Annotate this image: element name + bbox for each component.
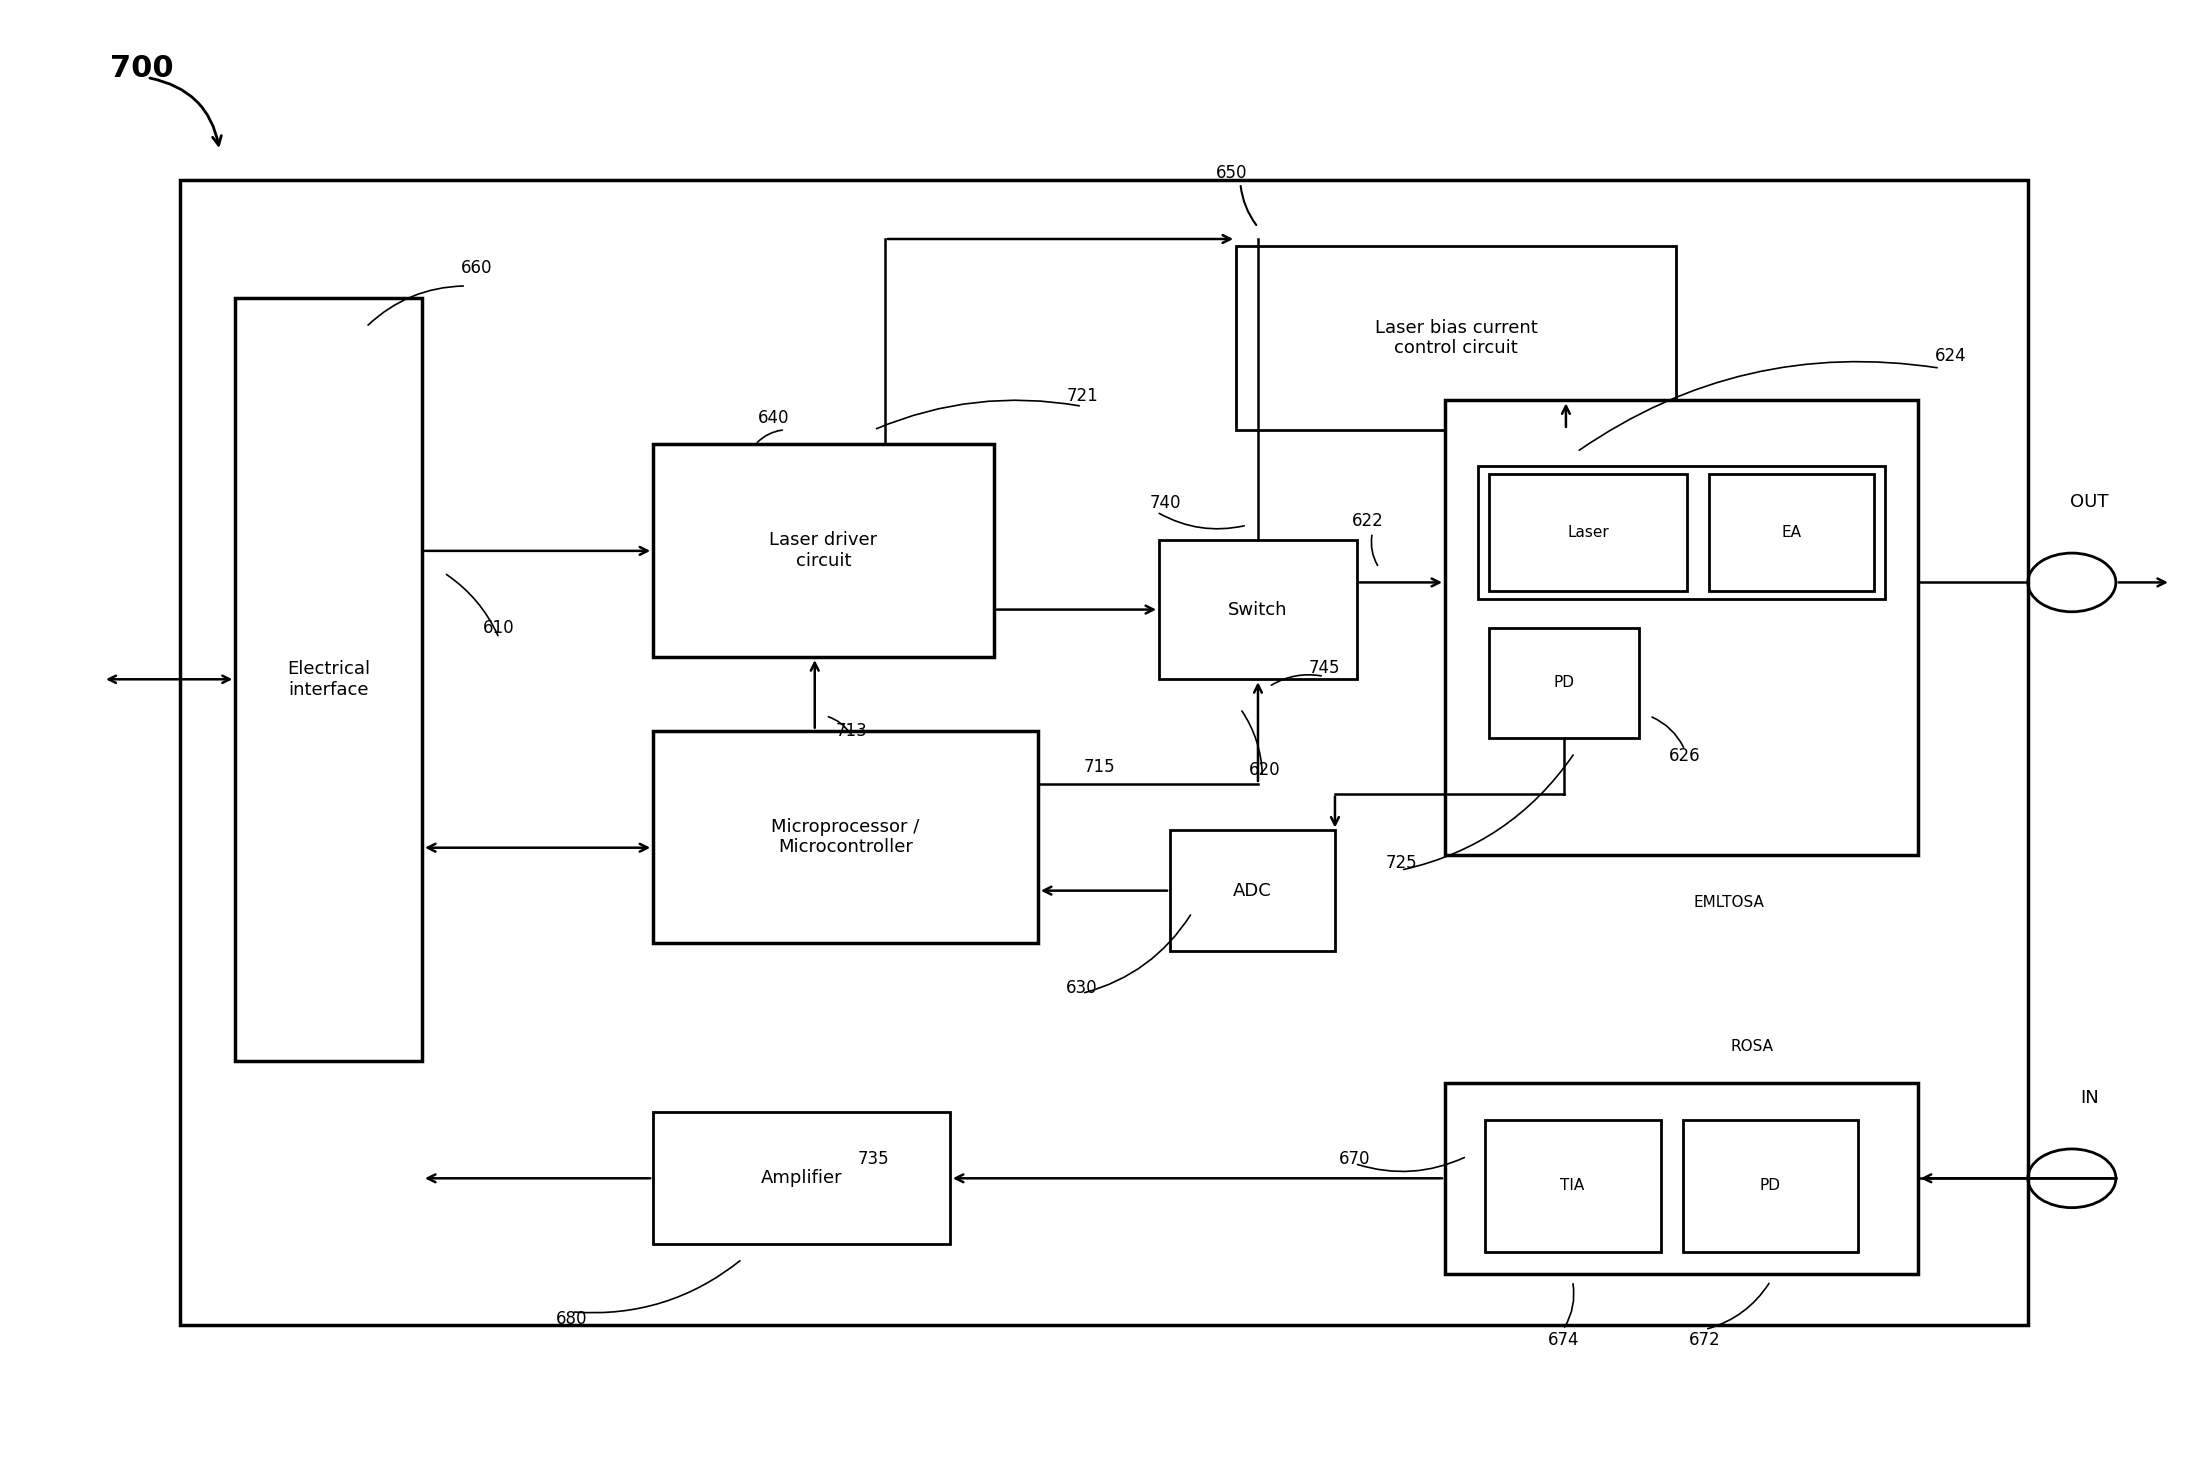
Bar — [234, 298, 422, 1061]
Text: 626: 626 — [1669, 747, 1700, 765]
Text: 700: 700 — [110, 55, 174, 83]
Bar — [1444, 1083, 1919, 1274]
Bar — [1170, 831, 1336, 951]
Bar — [654, 1113, 949, 1244]
Text: 622: 622 — [1351, 512, 1384, 530]
Text: 630: 630 — [1066, 979, 1097, 996]
Text: 660: 660 — [461, 260, 492, 277]
Text: 670: 670 — [1338, 1150, 1371, 1168]
Text: 624: 624 — [1934, 347, 1967, 366]
Bar — [1484, 1120, 1660, 1252]
Text: 610: 610 — [484, 618, 514, 638]
Text: 650: 650 — [1217, 164, 1248, 182]
Text: 745: 745 — [1307, 658, 1340, 676]
Text: 620: 620 — [1250, 762, 1281, 779]
Bar — [1159, 540, 1358, 679]
Text: 672: 672 — [1689, 1331, 1720, 1349]
Bar — [181, 180, 2027, 1325]
Bar — [654, 731, 1038, 943]
Text: PD: PD — [1760, 1178, 1782, 1193]
Text: EA: EA — [1782, 525, 1802, 540]
Text: 725: 725 — [1384, 853, 1418, 872]
Text: 640: 640 — [757, 409, 790, 427]
Text: Laser driver
circuit: Laser driver circuit — [768, 531, 877, 570]
Text: ROSA: ROSA — [1731, 1039, 1773, 1054]
Text: TIA: TIA — [1561, 1178, 1585, 1193]
Text: 680: 680 — [556, 1311, 587, 1328]
Text: 735: 735 — [857, 1150, 890, 1168]
Text: Amplifier: Amplifier — [762, 1169, 843, 1187]
Text: 721: 721 — [1066, 387, 1097, 404]
Text: Switch: Switch — [1228, 601, 1287, 618]
Text: ADC: ADC — [1232, 881, 1272, 900]
Text: 740: 740 — [1150, 494, 1181, 512]
Text: EMLTOSA: EMLTOSA — [1694, 894, 1764, 909]
Text: OUT: OUT — [2071, 493, 2109, 511]
Bar — [1236, 246, 1676, 430]
Text: PD: PD — [1552, 676, 1574, 691]
Text: Laser bias current
control circuit: Laser bias current control circuit — [1376, 319, 1537, 357]
Bar — [1477, 466, 1886, 599]
Text: 715: 715 — [1084, 759, 1115, 776]
Text: Electrical
interface: Electrical interface — [287, 660, 371, 698]
Text: Laser: Laser — [1568, 525, 1610, 540]
Text: IN: IN — [2080, 1089, 2100, 1107]
Bar — [1444, 400, 1919, 856]
Bar — [1488, 627, 1638, 738]
Bar — [1709, 474, 1875, 592]
Bar — [654, 444, 994, 657]
Bar — [1488, 474, 1687, 592]
Text: Microprocessor /
Microcontroller: Microprocessor / Microcontroller — [771, 818, 921, 856]
Text: 713: 713 — [835, 722, 868, 739]
Bar — [1682, 1120, 1859, 1252]
Text: 674: 674 — [1548, 1331, 1579, 1349]
